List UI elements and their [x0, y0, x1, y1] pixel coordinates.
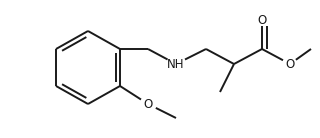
Text: O: O — [285, 58, 295, 71]
Text: O: O — [257, 14, 267, 26]
Text: NH: NH — [167, 58, 185, 71]
Text: O: O — [143, 98, 153, 111]
